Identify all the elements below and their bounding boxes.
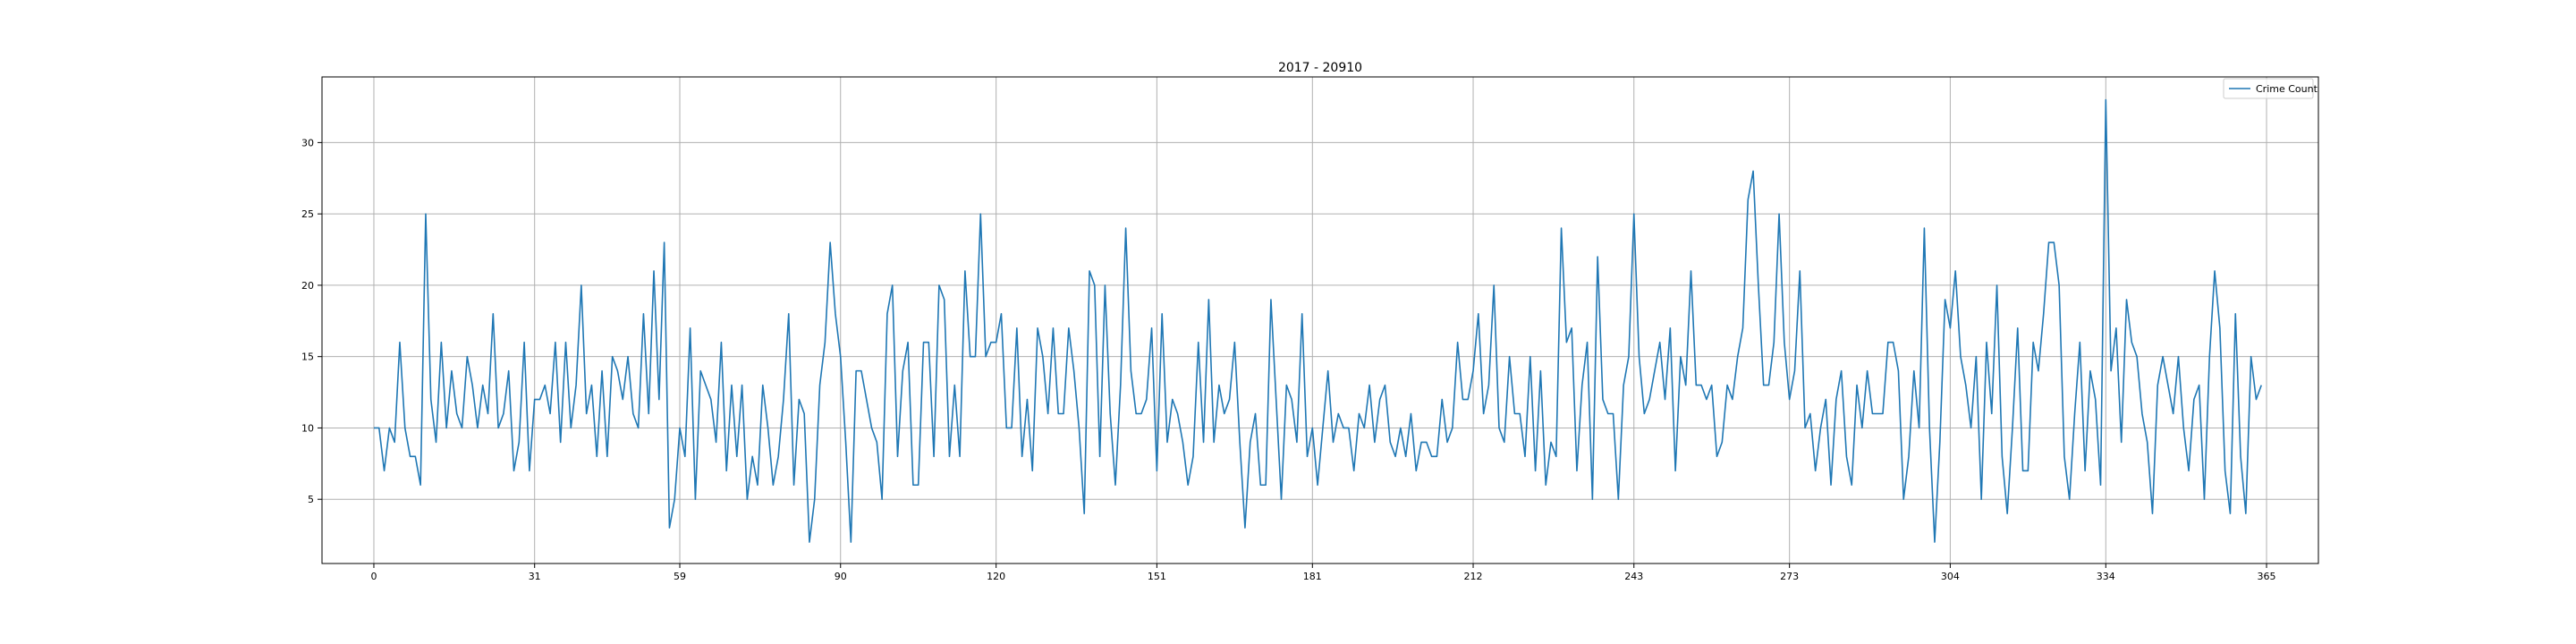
grid-lines — [322, 77, 2318, 564]
y-tick-label: 10 — [301, 422, 314, 434]
x-tick-label: 0 — [370, 571, 377, 582]
legend-label: Crime Count — [2256, 83, 2318, 95]
legend-box — [2223, 78, 2314, 99]
y-axis: 5 10 15 20 25 30 — [301, 137, 322, 505]
x-tick-label: 31 — [529, 571, 541, 582]
x-tick-label: 59 — [674, 571, 686, 582]
y-tick-label: 5 — [308, 494, 314, 505]
x-tick-label: 334 — [2097, 571, 2115, 582]
y-tick-label: 25 — [301, 208, 314, 220]
legend: Crime Count — [2223, 78, 2318, 99]
x-tick-label: 304 — [1941, 571, 1960, 582]
chart-title: 2017 - 20910 — [1278, 61, 1362, 75]
x-tick-label: 90 — [835, 571, 847, 582]
x-tick-label: 365 — [2258, 571, 2276, 582]
x-tick-label: 243 — [1624, 571, 1643, 582]
y-tick-label: 15 — [301, 352, 314, 363]
crime-count-line — [373, 98, 2262, 543]
x-tick-label: 181 — [1303, 571, 1322, 582]
x-tick-label: 151 — [1148, 571, 1166, 582]
x-tick-label: 120 — [987, 571, 1005, 582]
plot-area — [321, 76, 2319, 564]
x-tick-label: 273 — [1780, 571, 1799, 582]
x-axis: 0 31 59 90 120 151 181 212 243 273 304 334 365 — [370, 564, 2276, 582]
y-tick-label: 30 — [301, 137, 314, 148]
y-tick-label: 20 — [301, 280, 314, 292]
x-tick-label: 212 — [1464, 571, 1483, 582]
